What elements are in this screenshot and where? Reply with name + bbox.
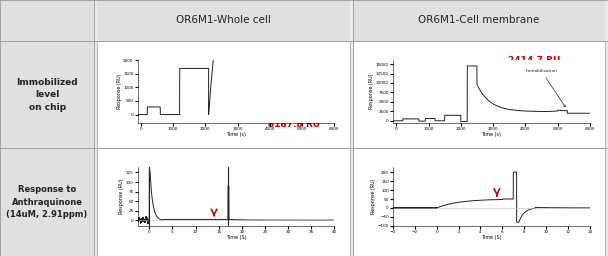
Y-axis label: Response (RU): Response (RU)	[119, 179, 125, 214]
Y-axis label: Response (RU): Response (RU)	[117, 74, 122, 109]
Text: Response to
Anthraquinone
(14uM, 2.91ppm): Response to Anthraquinone (14uM, 2.91ppm…	[7, 185, 88, 219]
X-axis label: Time (s): Time (s)	[226, 132, 246, 137]
X-axis label: Time (S): Time (S)	[481, 236, 502, 240]
Text: 8187.8 RU: 8187.8 RU	[268, 120, 320, 129]
Text: ≅ 50 RU: ≅ 50 RU	[539, 187, 580, 196]
Text: ≅ 2 RU: ≅ 2 RU	[282, 192, 316, 201]
Text: Immobilized
level
on chip: Immobilized level on chip	[16, 78, 78, 112]
Bar	[97, 41, 350, 148]
Y-axis label: Response (RU): Response (RU)	[371, 179, 376, 214]
X-axis label: Time (s): Time (s)	[482, 132, 502, 137]
Bar	[353, 148, 605, 256]
Bar	[353, 0, 605, 41]
Bar	[0, 0, 94, 41]
Bar	[97, 0, 350, 41]
Text: Immobilization: Immobilization	[525, 69, 565, 107]
Bar	[97, 148, 350, 256]
Bar	[0, 148, 94, 256]
X-axis label: Time (S): Time (S)	[226, 236, 246, 240]
Bar	[353, 41, 605, 148]
Text: OR6M1-Cell membrane: OR6M1-Cell membrane	[418, 15, 539, 26]
Y-axis label: Response (RU): Response (RU)	[370, 74, 375, 109]
Text: Immobilization: Immobilization	[0, 255, 1, 256]
Text: 2414.7 RU: 2414.7 RU	[508, 56, 561, 65]
Text: OR6M1-Whole cell: OR6M1-Whole cell	[176, 15, 271, 26]
Bar	[0, 41, 94, 148]
